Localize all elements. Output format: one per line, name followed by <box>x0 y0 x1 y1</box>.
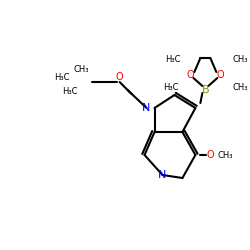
Text: CH₃: CH₃ <box>218 150 233 160</box>
Text: O: O <box>206 150 214 160</box>
Text: H₃C: H₃C <box>165 56 180 64</box>
Text: CH₃: CH₃ <box>232 82 248 92</box>
Text: O: O <box>186 70 194 80</box>
Text: H₃C: H₃C <box>163 82 178 92</box>
Text: H₃C: H₃C <box>54 72 70 82</box>
Text: O: O <box>116 72 124 82</box>
Text: CH₃: CH₃ <box>232 56 248 64</box>
Text: N: N <box>158 170 167 180</box>
Text: H₃C: H₃C <box>62 88 78 96</box>
Text: O: O <box>216 70 224 80</box>
Text: B: B <box>202 85 209 95</box>
Text: CH₃: CH₃ <box>74 66 90 74</box>
Text: N: N <box>142 103 151 113</box>
